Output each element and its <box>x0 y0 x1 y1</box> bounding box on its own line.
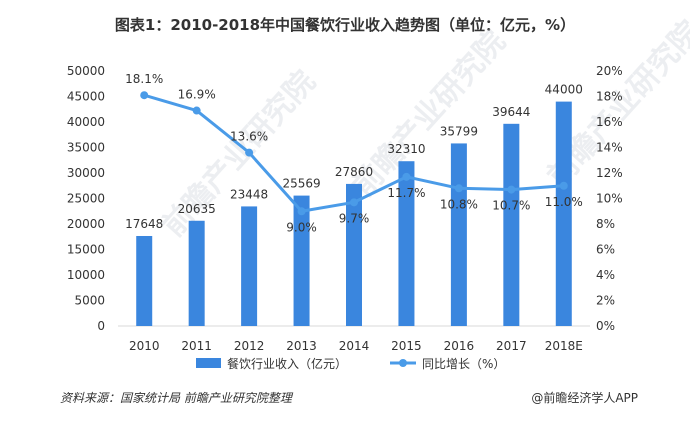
growth-value-label: 9.0% <box>286 220 317 234</box>
y-right-tick-label: 12% <box>596 166 623 180</box>
y-left-tick-label: 10000 <box>67 268 105 282</box>
legend-bar-label: 餐饮行业收入（亿元） <box>227 356 347 371</box>
bar-2016 <box>450 143 467 326</box>
bar-value-label: 44000 <box>545 83 583 97</box>
y-left-tick-label: 25000 <box>67 192 105 206</box>
y-left-tick-label: 45000 <box>67 90 105 104</box>
legend-bar-swatch <box>196 358 221 368</box>
y-left-tick-label: 5000 <box>74 294 105 308</box>
y-left-tick-label: 0 <box>97 319 105 333</box>
source-note: 资料来源：国家统计局 前瞻产业研究院整理 <box>60 391 292 405</box>
x-tick-label: 2010 <box>129 339 160 353</box>
growth-value-label: 11.7% <box>387 186 425 200</box>
legend-line-marker <box>399 359 407 367</box>
growth-point-2018E <box>559 181 568 190</box>
x-tick-label: 2016 <box>444 339 475 353</box>
y-right-tick-label: 0% <box>596 319 615 333</box>
growth-value-label: 16.9% <box>178 88 216 102</box>
bar-value-label: 39644 <box>492 105 530 119</box>
growth-value-label: 18.1% <box>125 72 163 86</box>
growth-value-label: 10.8% <box>440 197 478 211</box>
x-tick-label: 2018E <box>545 339 583 353</box>
growth-point-2012 <box>245 148 254 157</box>
y-left-tick-label: 35000 <box>67 141 105 155</box>
brand-credit: @前瞻经济学人APP <box>531 391 638 405</box>
y-right-tick-label: 18% <box>596 90 623 104</box>
y-left-tick-label: 15000 <box>67 243 105 257</box>
x-tick-label: 2014 <box>339 339 370 353</box>
y-right-tick-label: 8% <box>596 217 615 231</box>
growth-point-2014 <box>350 198 358 207</box>
y-left-tick-label: 50000 <box>67 64 105 78</box>
growth-point-2011 <box>192 106 201 115</box>
bar-2014 <box>346 183 362 326</box>
x-tick-label: 2012 <box>234 339 265 353</box>
growth-point-2015 <box>402 172 411 181</box>
y-right-tick-label: 4% <box>596 268 615 282</box>
y-right-tick-label: 14% <box>596 141 623 155</box>
x-tick-label: 2017 <box>496 339 527 353</box>
chart-title: 图表1：2010-2018年中国餐饮行业收入趋势图（单位：亿元，%） <box>114 16 576 34</box>
y-left-tick-label: 20000 <box>67 217 105 231</box>
bar-2011 <box>188 220 205 326</box>
legend-line-label: 同比增长（%） <box>422 357 505 371</box>
x-tick-label: 2011 <box>181 339 212 353</box>
bar-value-label: 23448 <box>230 187 268 201</box>
y-left-tick-label: 30000 <box>67 166 105 180</box>
bar-value-label: 27860 <box>335 165 373 179</box>
bar-2017 <box>503 123 520 326</box>
x-tick-label: 2013 <box>286 339 317 353</box>
bar-value-label: 17648 <box>125 217 163 231</box>
growth-point-2016 <box>454 184 463 193</box>
y-right-tick-label: 20% <box>596 64 623 78</box>
growth-value-label: 10.7% <box>492 199 530 213</box>
bar-value-label: 32310 <box>387 142 425 156</box>
growth-point-2010 <box>140 91 149 100</box>
y-right-tick-label: 10% <box>596 192 623 206</box>
bar-value-label: 25569 <box>282 177 320 191</box>
y-right-tick-label: 6% <box>596 243 615 257</box>
growth-value-label: 11.0% <box>545 195 583 209</box>
bar-value-label: 35799 <box>440 124 478 138</box>
growth-value-label: 13.6% <box>230 130 268 144</box>
y-right-tick-label: 2% <box>596 294 615 308</box>
bar-2018E <box>555 101 572 326</box>
bar-value-label: 20635 <box>178 202 216 216</box>
bar-2013 <box>293 195 310 326</box>
growth-value-label: 9.7% <box>339 211 370 225</box>
bar-2012 <box>241 206 258 326</box>
growth-point-2017 <box>507 185 516 194</box>
x-tick-label: 2015 <box>391 339 422 353</box>
bar-2010 <box>136 235 153 326</box>
bar-2015 <box>398 161 415 326</box>
y-right-tick-label: 16% <box>596 115 623 129</box>
growth-point-2013 <box>297 207 306 216</box>
y-left-tick-label: 40000 <box>67 115 105 129</box>
